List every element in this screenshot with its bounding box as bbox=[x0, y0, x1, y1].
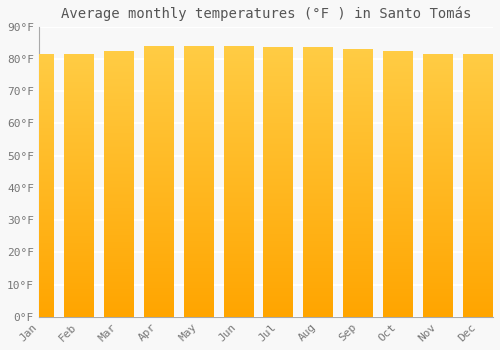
Title: Average monthly temperatures (°F ) in Santo Tomás: Average monthly temperatures (°F ) in Sa… bbox=[60, 7, 471, 21]
